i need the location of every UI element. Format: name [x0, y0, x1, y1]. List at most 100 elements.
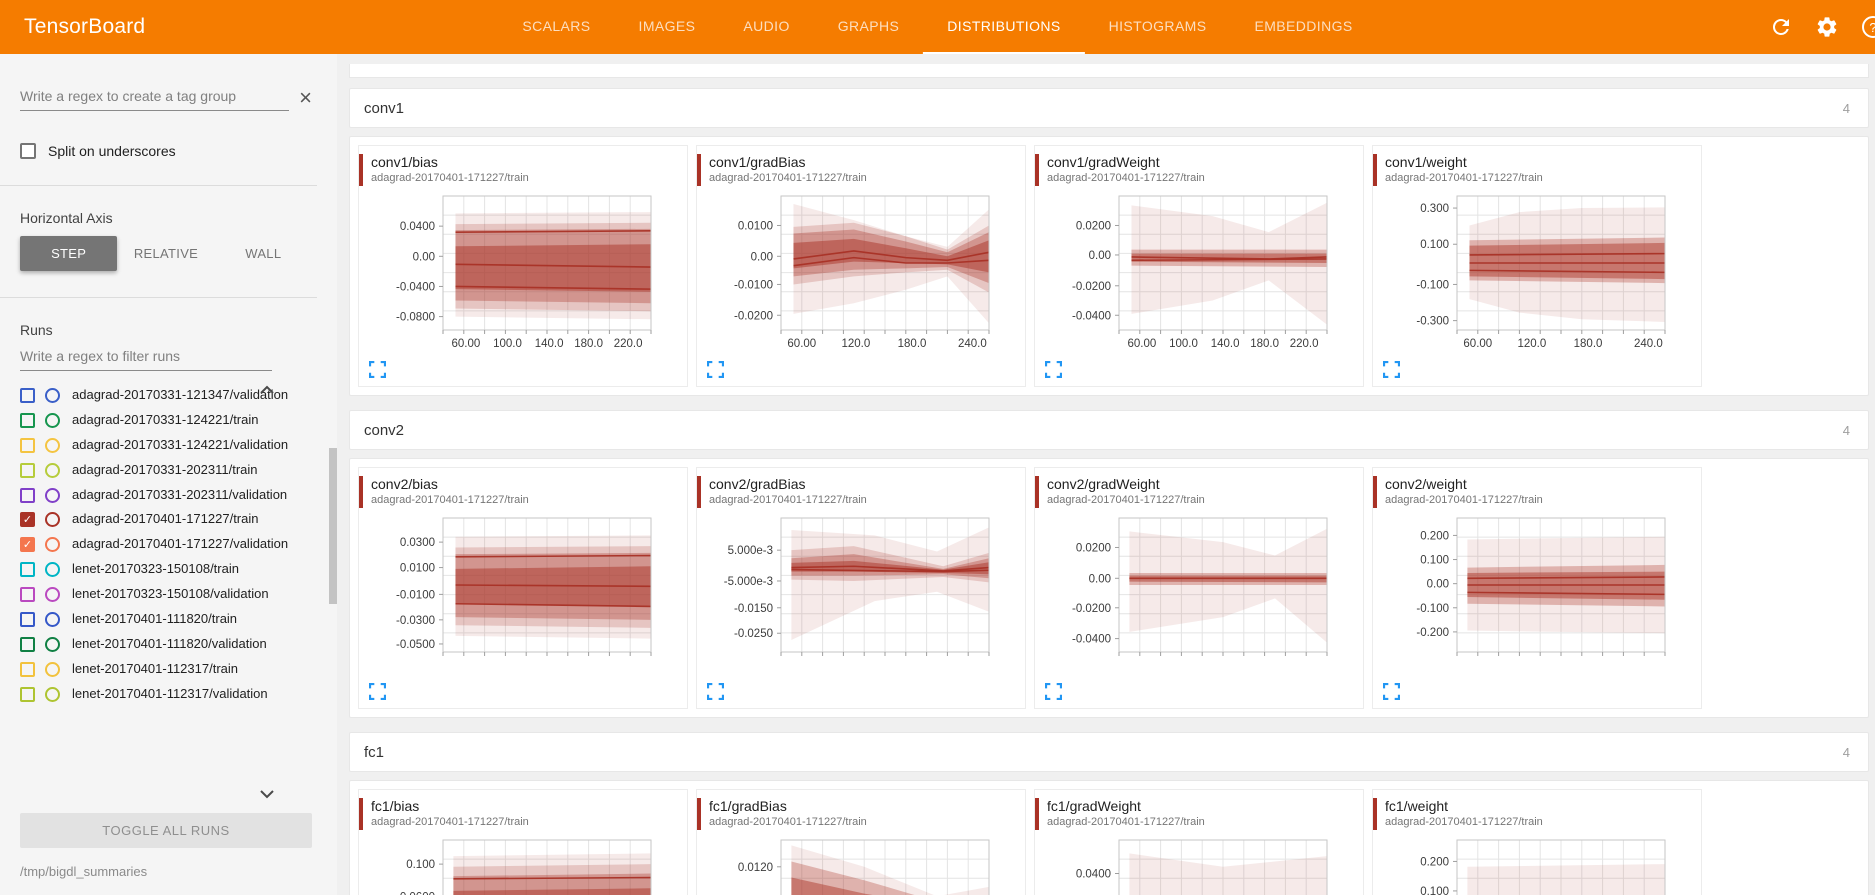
run-list-item[interactable]: lenet-20170401-111820/train: [20, 607, 320, 632]
toggle-all-runs-button[interactable]: TOGGLE ALL RUNS: [20, 813, 312, 848]
distribution-chart[interactable]: 0.200 0.100 0.00 -0.100 -0.200: [1373, 510, 1703, 676]
run-label: adagrad-20170331-124221/train: [72, 411, 259, 427]
chart-card-fc1-weight: fc1/weight adagrad-20170401-171227/train 0…: [1372, 789, 1702, 895]
log-directory-path: /tmp/bigdl_summaries: [20, 864, 148, 879]
expand-chart-icon[interactable]: [1045, 683, 1062, 700]
settings-gear-icon[interactable]: [1815, 15, 1839, 39]
run-checkbox[interactable]: [20, 636, 35, 652]
run-color-radio[interactable]: [45, 387, 60, 403]
run-list-item[interactable]: adagrad-20170331-202311/train: [20, 458, 320, 483]
run-color-radio[interactable]: [45, 537, 60, 553]
close-icon[interactable]: ×: [299, 84, 312, 110]
expand-chart-icon[interactable]: [707, 683, 724, 700]
distribution-chart[interactable]: 0.0200 0.00 -0.0200 -0.0400: [1035, 510, 1365, 676]
run-color-radio[interactable]: [45, 611, 60, 627]
scroll-up-icon[interactable]: [258, 383, 276, 397]
expand-chart-icon[interactable]: [369, 683, 386, 700]
tab-distributions[interactable]: DISTRIBUTIONS: [923, 0, 1085, 54]
run-checkbox[interactable]: [20, 387, 35, 403]
axis-button-relative[interactable]: RELATIVE: [133, 246, 199, 261]
distribution-band: [453, 888, 651, 895]
expand-chart-icon[interactable]: [1045, 361, 1062, 378]
run-list-item[interactable]: adagrad-20170331-124221/validation: [20, 433, 320, 458]
run-color-radio[interactable]: [45, 512, 60, 528]
y-axis-tick-label: -0.0400: [1072, 634, 1111, 646]
tab-histograms[interactable]: HISTOGRAMS: [1108, 18, 1207, 34]
distribution-chart[interactable]: 5.000e-3 -5.000e-3 -0.0150 -0.0250: [697, 510, 1027, 676]
distribution-chart[interactable]: 0.300 0.100 -0.100 -0.300 60.00 120.0 180.0 240…: [1373, 188, 1703, 354]
tab-graphs[interactable]: GRAPHS: [837, 18, 900, 34]
distribution-chart[interactable]: 0.01206.000e-30.00: [697, 832, 1027, 895]
chart-title: conv2/gradBias: [709, 476, 806, 492]
runs-filter-input[interactable]: [20, 344, 272, 371]
run-checkbox[interactable]: [20, 562, 35, 578]
tag-group-regex-input[interactable]: [20, 84, 290, 111]
run-checkbox[interactable]: [20, 412, 35, 428]
tab-images[interactable]: IMAGES: [638, 18, 696, 34]
run-list-item[interactable]: adagrad-20170331-121347/validation: [20, 383, 320, 408]
run-checkbox[interactable]: [20, 686, 35, 702]
expand-chart-icon[interactable]: [1383, 683, 1400, 700]
run-color-radio[interactable]: [45, 686, 60, 702]
section-header-conv2[interactable]: conv2 4: [349, 410, 1869, 450]
distribution-chart[interactable]: 0.0400 0.00 -0.0400 -0.0800 60.00 100.0 140.0 1…: [359, 188, 689, 354]
tab-scalars[interactable]: SCALARS: [522, 18, 591, 34]
chart-card-conv2-bias: conv2/bias adagrad-20170401-171227/train 0…: [358, 467, 688, 709]
run-list-item[interactable]: lenet-20170401-112317/train: [20, 657, 320, 682]
tab-audio[interactable]: AUDIO: [743, 18, 790, 34]
run-list-item[interactable]: lenet-20170323-150108/validation: [20, 582, 320, 607]
expand-chart-icon[interactable]: [707, 361, 724, 378]
run-color-radio[interactable]: [45, 487, 60, 503]
expand-chart-icon[interactable]: [1383, 361, 1400, 378]
chart-title: fc1/gradWeight: [1047, 798, 1141, 814]
help-icon[interactable]: ?: [1861, 15, 1875, 39]
run-color-bar: [1035, 476, 1039, 508]
run-list-item[interactable]: adagrad-20170331-202311/validation: [20, 483, 320, 508]
distribution-chart[interactable]: 0.0300 0.0100 -0.0100 -0.0300 -0.0500: [359, 510, 689, 676]
x-axis-tick-label: 120.0: [841, 338, 870, 350]
run-checkbox[interactable]: ✓: [20, 512, 35, 528]
run-color-radio[interactable]: [45, 636, 60, 652]
scroll-down-icon[interactable]: [258, 787, 276, 801]
run-checkbox[interactable]: [20, 487, 35, 503]
split-underscores-checkbox[interactable]: [20, 143, 36, 159]
section-header-conv1[interactable]: conv1 4: [349, 88, 1869, 128]
run-checkbox[interactable]: [20, 587, 35, 603]
run-color-radio[interactable]: [45, 661, 60, 677]
run-color-radio[interactable]: [45, 462, 60, 478]
chart-card-fc1-bias: fc1/bias adagrad-20170401-171227/train 0.1…: [358, 789, 688, 895]
run-color-radio[interactable]: [45, 562, 60, 578]
run-checkbox[interactable]: ✓: [20, 537, 35, 553]
chart-run-subtitle: adagrad-20170401-171227/train: [1385, 172, 1543, 184]
section-header-fc1[interactable]: fc1 4: [349, 732, 1869, 772]
axis-button-step[interactable]: STEP: [20, 236, 118, 271]
run-checkbox[interactable]: [20, 462, 35, 478]
split-underscores-label: Split on underscores: [48, 143, 176, 159]
sidebar-scrollbar-thumb[interactable]: [329, 448, 337, 604]
run-list-item[interactable]: ✓ adagrad-20170401-171227/validation: [20, 532, 320, 557]
distribution-chart[interactable]: 0.0200 0.00 -0.0200 -0.0400 60.00 100.0 140.0 1…: [1035, 188, 1365, 354]
y-axis-tick-label: 0.100: [406, 859, 435, 871]
y-axis-tick-label: 0.00: [1427, 579, 1449, 591]
section-chart-count: 4: [1842, 744, 1850, 760]
run-list-item[interactable]: ✓ adagrad-20170401-171227/train: [20, 507, 320, 532]
run-color-radio[interactable]: [45, 587, 60, 603]
run-checkbox[interactable]: [20, 661, 35, 677]
run-checkbox[interactable]: [20, 437, 35, 453]
refresh-icon[interactable]: [1769, 15, 1793, 39]
expand-chart-icon[interactable]: [369, 361, 386, 378]
run-checkbox[interactable]: [20, 611, 35, 627]
tab-embeddings[interactable]: EMBEDDINGS: [1254, 18, 1353, 34]
run-color-radio[interactable]: [45, 412, 60, 428]
run-list-item[interactable]: lenet-20170401-112317/validation: [20, 682, 320, 707]
run-color-radio[interactable]: [45, 437, 60, 453]
run-list-item[interactable]: lenet-20170323-150108/train: [20, 557, 320, 582]
run-list-item[interactable]: lenet-20170401-111820/validation: [20, 632, 320, 657]
distribution-chart[interactable]: 0.0100 0.00 -0.0100 -0.0200 60.00 120.0 180.0 2…: [697, 188, 1027, 354]
axis-button-wall[interactable]: WALL: [245, 246, 282, 261]
run-list-item[interactable]: adagrad-20170331-124221/train: [20, 408, 320, 433]
distribution-band: [453, 853, 651, 895]
